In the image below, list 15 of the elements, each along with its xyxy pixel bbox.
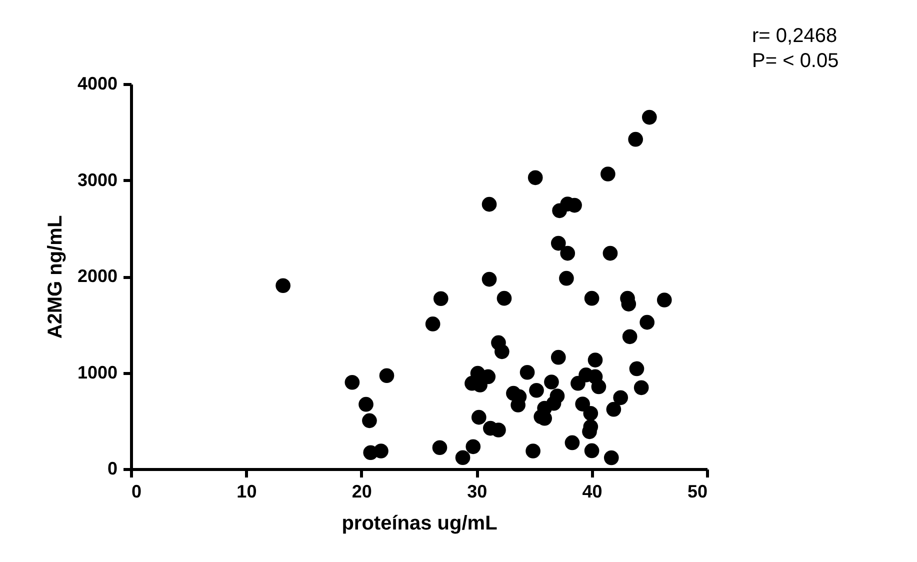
x-axis-title: proteínas ug/mL [342,512,498,534]
text: r= 0,2468 [752,25,838,47]
x-tick-label: 0 [132,482,142,502]
y-tick-label: 1000 [77,362,118,382]
text: P= < 0.05 [752,50,839,72]
y-tick-label: 4000 [77,74,118,94]
y-tick-label: 2000 [77,266,118,286]
x-tick-label: 30 [467,482,488,502]
x-tick-label: 50 [687,482,708,502]
x-tick-label: 10 [236,482,257,502]
y-axis-title: A2MG ng/mL [44,215,66,339]
x-tick-label: 40 [582,482,602,502]
y-tick-label: 0 [107,458,118,478]
y-tick-label: 3000 [77,170,118,190]
x-tick-label: 20 [352,482,372,502]
